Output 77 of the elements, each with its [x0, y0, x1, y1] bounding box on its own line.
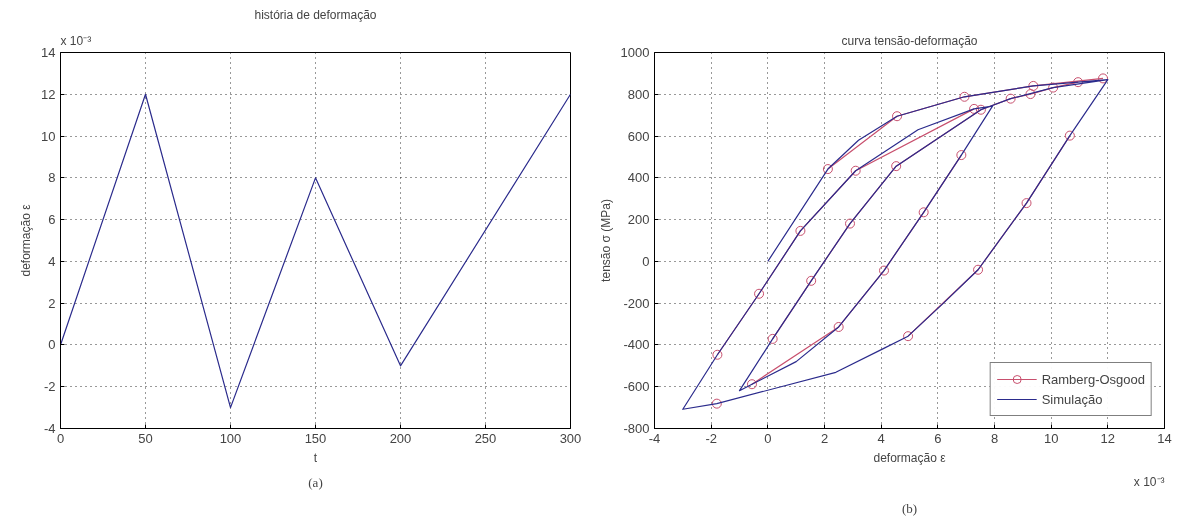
point — [833, 321, 844, 332]
y-axis-title: tensão σ (MPa) — [598, 199, 613, 282]
x-tick-label: 50 — [138, 430, 153, 446]
point — [711, 398, 722, 409]
y-tick-label: -800 — [623, 421, 650, 436]
point — [879, 265, 889, 276]
x-tick-label: 8 — [990, 430, 999, 446]
point — [1025, 89, 1036, 100]
y-tick-label: -400 — [623, 337, 650, 353]
point — [1064, 130, 1075, 141]
point — [903, 331, 914, 342]
y-tick-label: 0 — [48, 337, 56, 353]
legend-label: Ramberg-Osgood — [1041, 371, 1145, 387]
y-tick-label: -600 — [623, 379, 650, 395]
x-tick-label: 200 — [389, 430, 412, 446]
x-axis-title: deformação ε — [873, 450, 947, 465]
point — [1098, 73, 1109, 84]
y-tick-label: 10 — [41, 128, 56, 144]
y-tick-label: 8 — [48, 170, 56, 186]
x-tick-label: 6 — [934, 430, 942, 446]
x-tick-label: 14 — [1157, 430, 1172, 446]
x-tick-label: 4 — [877, 430, 885, 446]
point — [959, 91, 970, 102]
point — [806, 275, 817, 286]
x-tick-label: -2 — [705, 430, 717, 446]
x-tick-label: 150 — [304, 430, 327, 446]
x-tick-label: -4 — [648, 430, 661, 446]
point — [767, 333, 778, 344]
point — [1028, 80, 1039, 91]
y-tick-label: -2 — [43, 379, 56, 395]
point — [712, 349, 723, 360]
point — [918, 207, 929, 218]
x-tick-label: 300 — [559, 430, 582, 446]
point — [969, 103, 980, 114]
text: (b) — [901, 500, 918, 516]
point — [845, 218, 855, 229]
text: x 10⁻³ — [60, 33, 92, 48]
y-tick-label: 1000 — [620, 45, 650, 60]
chart-title: curva tensão-deformação — [841, 33, 978, 48]
point — [822, 164, 833, 175]
y-tick-label: 4 — [48, 253, 56, 269]
x-tick-label: 12 — [1100, 430, 1116, 446]
x-axis-title: t — [313, 450, 318, 465]
point — [1021, 198, 1032, 209]
point — [891, 161, 902, 172]
legend-label: Simulação — [1041, 391, 1103, 407]
y-axis-title: deformação ε — [19, 203, 34, 277]
x-tick-label: 100 — [219, 430, 242, 446]
y-tick-label: -200 — [623, 295, 650, 311]
point — [1073, 77, 1084, 88]
y-tick-label: 14 — [41, 45, 56, 60]
point — [746, 379, 757, 390]
x-tick-label: 0 — [764, 430, 772, 446]
point — [1005, 93, 1016, 104]
line-series — [60, 93, 571, 409]
point — [956, 150, 967, 161]
point — [795, 225, 806, 236]
y-tick-label: 800 — [627, 86, 650, 102]
y-tick-label: 2 — [48, 295, 56, 311]
point — [975, 104, 986, 115]
y-tick-label: 600 — [627, 128, 650, 144]
chart-title: história de deformação — [254, 7, 377, 22]
text: (a) — [308, 474, 323, 490]
y-tick-label: 400 — [627, 170, 650, 186]
point — [754, 288, 765, 299]
x-tick-label: 10 — [1043, 430, 1059, 446]
x-tick-label: 2 — [820, 430, 829, 446]
point — [1048, 82, 1059, 93]
x-tick-label: 250 — [474, 430, 497, 446]
point — [973, 264, 984, 275]
y-tick-label: 200 — [627, 212, 650, 228]
y-tick-label: 6 — [48, 212, 56, 228]
point — [850, 165, 861, 176]
point — [892, 111, 903, 122]
text: x 10⁻³ — [1133, 474, 1165, 489]
y-tick-label: 12 — [41, 86, 56, 102]
y-tick-label: 0 — [642, 253, 650, 269]
